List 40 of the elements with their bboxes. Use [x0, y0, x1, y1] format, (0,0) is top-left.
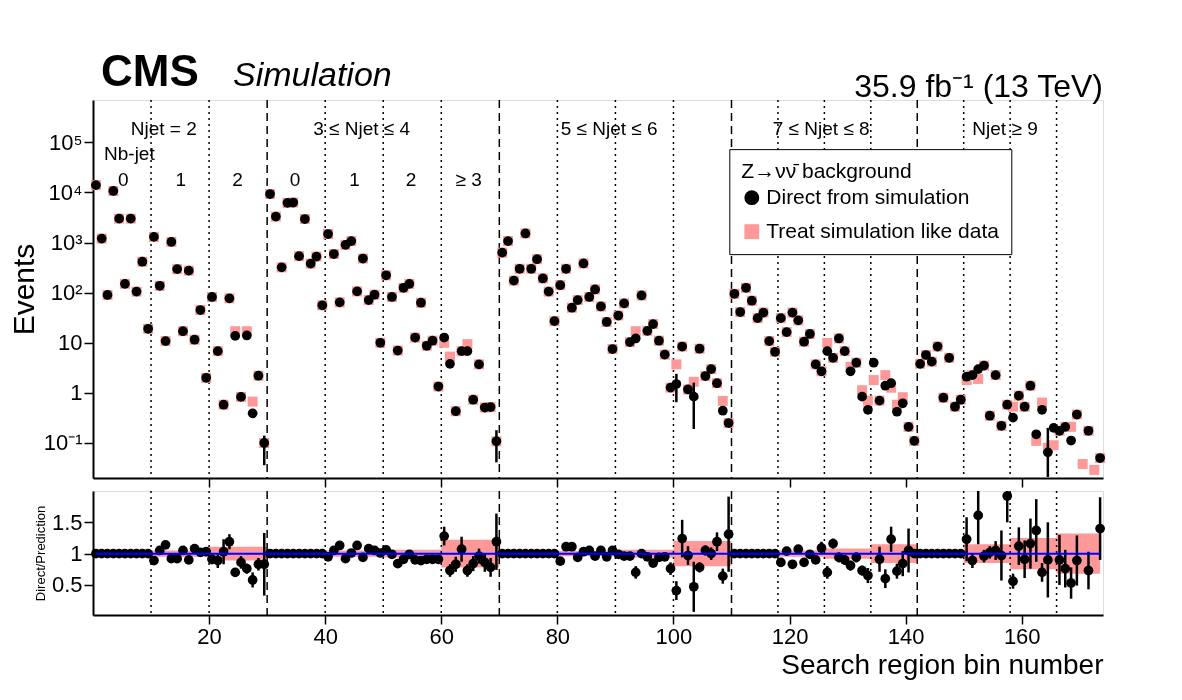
y-tick-label: 0.5: [51, 572, 83, 598]
y-tick-label: 1: [70, 380, 83, 406]
y-axis-title: Events: [6, 243, 40, 336]
x-tick-label: 140: [887, 623, 925, 649]
x-tick-label: 80: [545, 623, 571, 649]
y-tick-label: 10²: [50, 280, 83, 306]
y-tick-label: 10⁻¹: [43, 430, 83, 456]
chart-title: CMS: [101, 46, 199, 95]
annotation: 0: [289, 169, 301, 191]
x-axis-title: Search region bin number: [781, 648, 1104, 680]
x-tick-label: 160: [1003, 623, 1041, 649]
y-tick-label: 10: [58, 330, 83, 356]
legend-title: Z→νν̄ background: [741, 159, 912, 183]
x-tick-label: 60: [429, 623, 455, 649]
annotation: 7 ≤ Njet ≤ 8: [772, 117, 870, 139]
y-axis-title: Direct/Prediction: [32, 505, 48, 602]
annotation: 0: [118, 169, 129, 191]
annotation: 2: [405, 169, 417, 191]
annotation: Nb-jet: [104, 143, 156, 165]
x-tick-label: 100: [655, 623, 693, 649]
annotation: Njet = 2: [130, 117, 197, 139]
legend-label: Direct from simulation: [766, 184, 970, 208]
x-tick-label: 120: [771, 623, 809, 649]
y-tick-label: 10³: [50, 230, 83, 256]
y-tick-label: 1.5: [51, 509, 83, 535]
y-tick-label: 10⁵: [48, 129, 83, 155]
y-tick-label: 1: [70, 541, 83, 567]
legend-label: Treat simulation like data: [766, 218, 1000, 242]
annotation: 1: [175, 169, 187, 191]
chart-subtitle: Simulation: [233, 55, 392, 93]
y-tick-label: 10⁴: [48, 179, 83, 205]
annotation: 35.9 fb⁻¹ (13 TeV): [854, 67, 1103, 104]
annotation: 1: [349, 169, 360, 191]
annotation: Njet ≥ 9: [972, 117, 1038, 139]
annotation: 2: [232, 169, 243, 191]
x-tick-label: 20: [197, 623, 222, 649]
x-tick-label: 40: [313, 623, 338, 649]
annotation: 3 ≤ Njet ≤ 4: [313, 117, 411, 139]
annotation: ≥ 3: [455, 169, 482, 191]
annotation: 5 ≤ Njet ≤ 6: [560, 117, 658, 139]
